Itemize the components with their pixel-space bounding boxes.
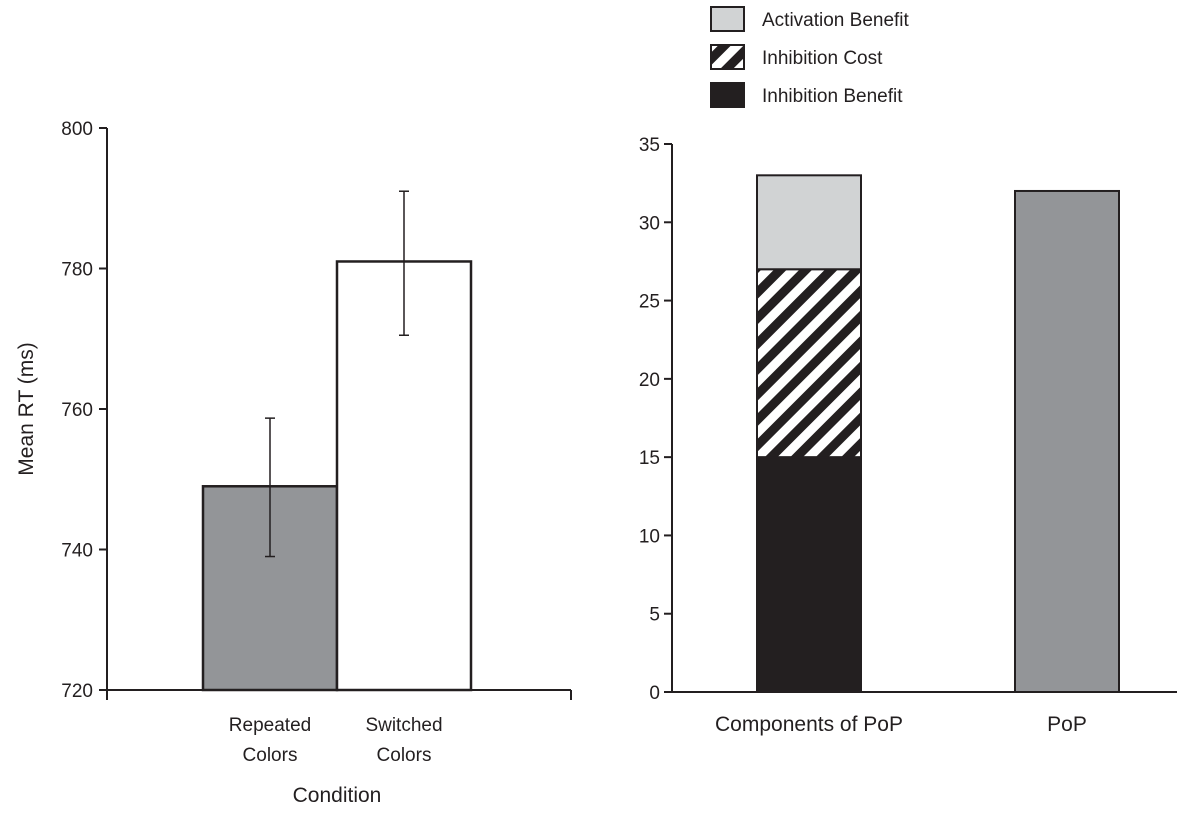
left-y-tick-label: 780 — [61, 260, 93, 281]
left-y-tick-label: 740 — [61, 541, 93, 562]
left-x-ticks: Repeated Colors Switched Colors — [106, 690, 572, 766]
left-chart: 720 740 760 780 800 Repeated Colors Switched Co… — [15, 119, 572, 807]
legend-label: Activation Benefit — [762, 10, 910, 31]
right-x-ticks: Components of PoP PoP — [715, 713, 1087, 736]
right-y-tick-label: 20 — [639, 370, 660, 391]
right-y-tick-label: 10 — [639, 526, 660, 547]
right-chart: 0 5 10 15 20 25 30 35 Components of PoP PoP Acti… — [639, 6, 1177, 736]
right-y-tick-label: 5 — [649, 605, 660, 626]
left-y-axis-title: Mean RT (ms) — [15, 342, 38, 475]
legend: Activation Benefit Inhibition Cost Inhibit… — [710, 6, 910, 108]
legend-swatch — [710, 44, 745, 70]
legend-label: Inhibition Cost — [762, 48, 883, 69]
left-category-label: Repeated — [229, 715, 311, 736]
right-y-tick-label: 15 — [639, 448, 660, 469]
left-error-bars — [265, 190, 409, 558]
left-y-tick-label: 760 — [61, 400, 93, 421]
left-y-tick-label: 800 — [61, 119, 93, 140]
right-y-tick-label: 30 — [639, 213, 660, 234]
right-y-ticks: 0 5 10 15 20 25 30 35 — [639, 135, 672, 704]
left-y-tick-label: 720 — [61, 681, 93, 702]
stacked-bar-segment — [756, 456, 862, 693]
legend-swatch — [710, 82, 745, 108]
stacked-bar-segment — [756, 268, 862, 459]
pop-bar — [1014, 189, 1120, 693]
right-category-label: Components of PoP — [715, 713, 903, 736]
stacked-bar-segment — [756, 174, 862, 271]
left-y-ticks: 720 740 760 780 800 — [61, 119, 107, 702]
left-category-label: Colors — [377, 745, 432, 766]
right-category-label: PoP — [1047, 713, 1087, 736]
right-y-tick-label: 35 — [639, 135, 660, 156]
right-y-tick-label: 0 — [649, 683, 660, 704]
right-y-tick-label: 25 — [639, 292, 660, 313]
legend-swatch — [710, 6, 745, 32]
left-x-axis-title: Condition — [293, 784, 382, 807]
left-bars — [201, 260, 473, 692]
legend-label: Inhibition Benefit — [762, 86, 903, 107]
left-category-label: Colors — [243, 745, 298, 766]
right-bars — [756, 174, 1120, 693]
left-category-label: Switched — [365, 715, 442, 736]
